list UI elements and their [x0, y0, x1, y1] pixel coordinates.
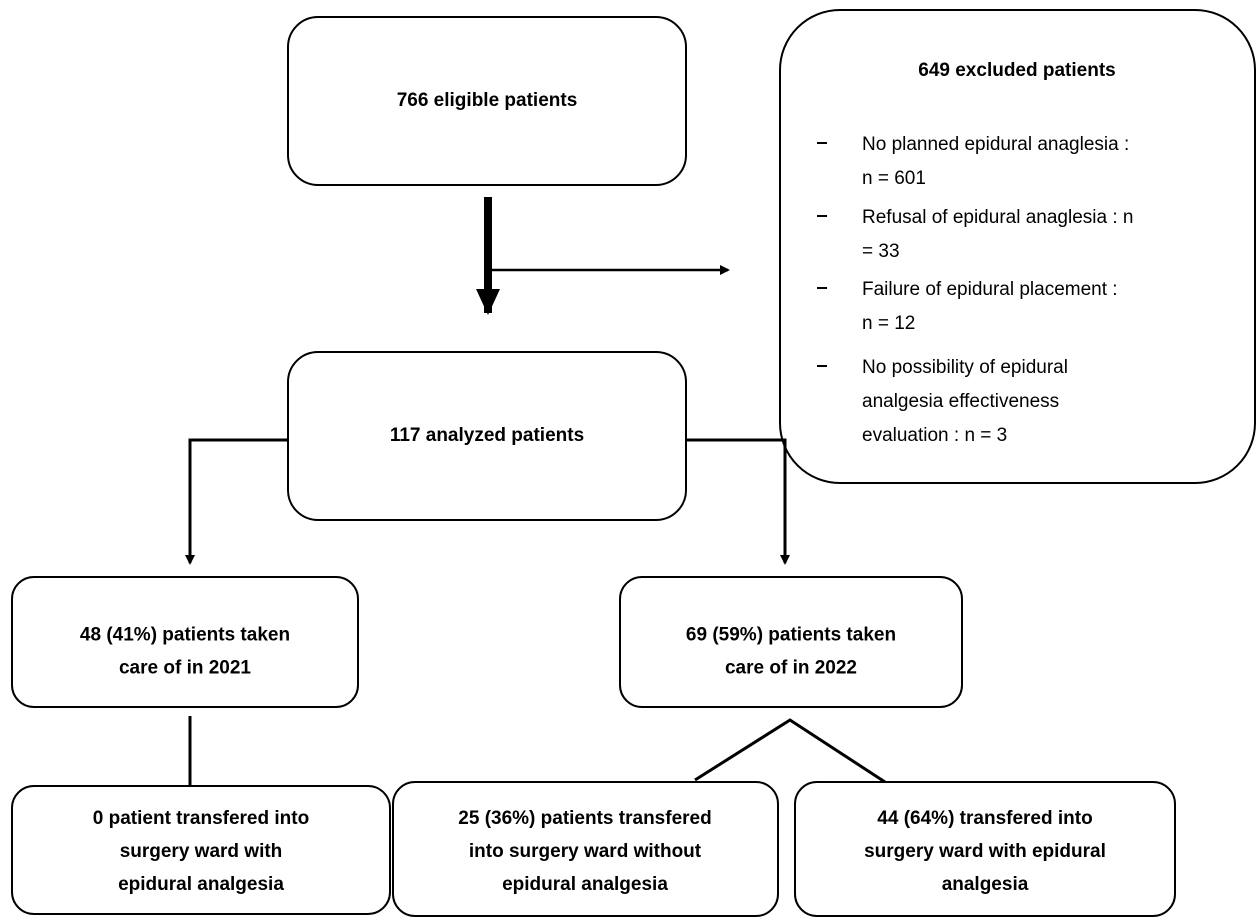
- node-text: care of in 2021: [119, 658, 251, 679]
- excluded-item: analgesia effectiveness: [862, 391, 1059, 412]
- node-text: surgery ward with: [120, 841, 283, 862]
- excluded-item: = 33: [862, 241, 900, 262]
- node-text: 117 analyzed patients: [390, 425, 584, 446]
- excluded-title: 649 excluded patients: [918, 60, 1115, 81]
- node-text: analgesia: [942, 874, 1029, 895]
- node-text: epidural analgesia: [502, 874, 668, 895]
- node-text: 44 (64%) transfered into: [877, 808, 1092, 829]
- box: [287, 16, 687, 186]
- box: [287, 351, 687, 521]
- excluded-item: No planned epidural anaglesia :: [862, 134, 1129, 155]
- node-text: 48 (41%) patients taken: [80, 625, 290, 646]
- box: [779, 9, 1256, 484]
- connector: [694, 718, 886, 784]
- node-text: epidural analgesia: [118, 874, 284, 895]
- box: [794, 781, 1176, 917]
- excluded-item: Failure of epidural placement :: [862, 279, 1118, 300]
- node-text: 766 eligible patients: [397, 90, 578, 111]
- node-text: 25 (36%) patients transfered: [458, 808, 711, 829]
- excluded-item: n = 601: [862, 168, 926, 189]
- node-text: care of in 2022: [725, 658, 857, 679]
- excluded-item: n = 12: [862, 313, 915, 334]
- node-text: 0 patient transfered into: [93, 808, 309, 829]
- box: [11, 785, 391, 915]
- box: [11, 576, 359, 708]
- node-text: 69 (59%) patients taken: [686, 625, 896, 646]
- arrow: [686, 438, 790, 565]
- excluded-item: Refusal of epidural anaglesia : n: [862, 207, 1133, 228]
- excluded-item: evaluation : n = 3: [862, 425, 1007, 446]
- box: [619, 576, 963, 708]
- box: [392, 781, 779, 917]
- node-text: into surgery ward without: [469, 841, 702, 862]
- arrow: [185, 438, 288, 565]
- excluded-item: No possibility of epidural: [862, 357, 1068, 378]
- node-text: surgery ward with epidural: [864, 841, 1106, 862]
